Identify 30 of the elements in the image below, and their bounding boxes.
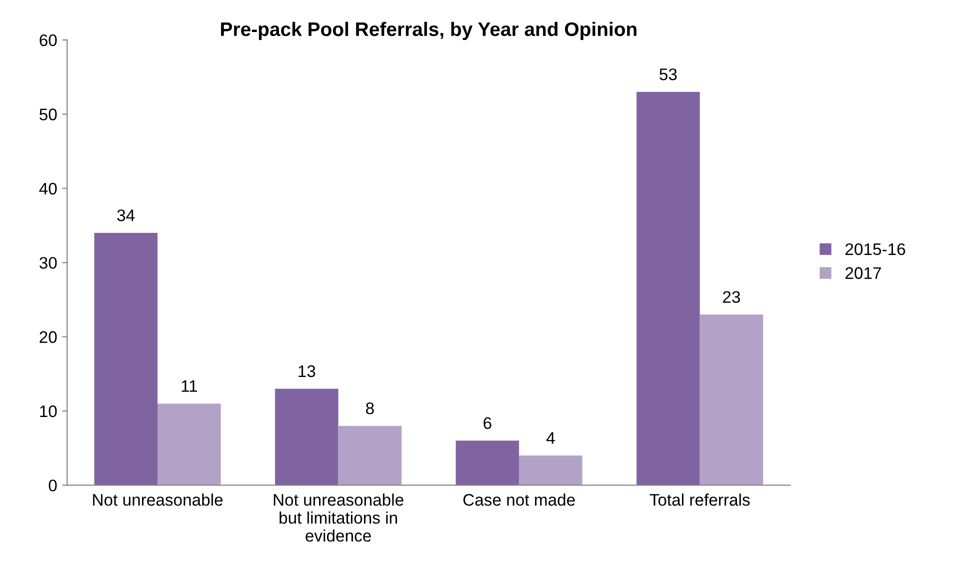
x-tick-label: Not unreasonable <box>93 494 223 506</box>
bar <box>338 426 402 486</box>
y-tick-label: 40 <box>39 182 57 195</box>
chart-title: Pre-pack Pool Referrals, by Year and Opinion <box>221 22 636 40</box>
data-label: 8 <box>366 402 374 414</box>
data-label: 4 <box>546 432 555 444</box>
data-label: 13 <box>298 365 316 378</box>
y-tick-label: 30 <box>40 256 57 269</box>
y-tick-label: 10 <box>40 405 57 418</box>
bar <box>456 440 520 486</box>
y-tick-label: 0 <box>48 480 57 492</box>
x-tick-label: Case not made <box>463 494 575 506</box>
bar <box>158 404 221 486</box>
data-label: 23 <box>723 291 740 303</box>
bar <box>519 456 582 486</box>
data-label: 6 <box>484 417 492 430</box>
data-label: 11 <box>182 380 197 392</box>
bar <box>700 314 764 486</box>
bar <box>94 232 158 486</box>
bar <box>275 388 338 486</box>
legend-label: 2017 <box>846 267 881 279</box>
data-label: 53 <box>660 68 677 80</box>
bar <box>636 92 700 486</box>
x-tick-label: Total referrals <box>650 494 750 506</box>
y-tick-label: 20 <box>40 331 57 343</box>
x-tick-label: Not unreasonable but limitations in evidence <box>274 494 404 542</box>
y-tick-label: 60 <box>40 34 57 46</box>
legend-label: 2015-16 <box>846 243 906 256</box>
data-label: 34 <box>117 209 135 222</box>
y-tick-label: 50 <box>40 108 57 120</box>
